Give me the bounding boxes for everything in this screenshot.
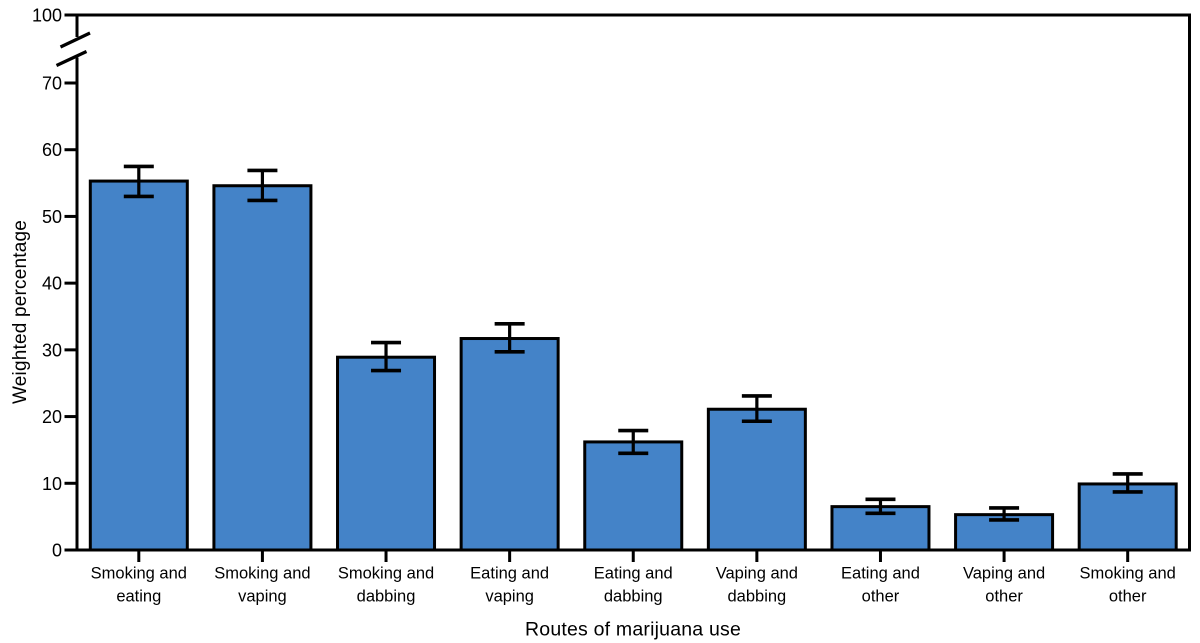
- axis-break-slash-icon: [59, 31, 91, 49]
- bar: [706, 407, 807, 552]
- y-tick-label: 10: [42, 474, 62, 494]
- y-tick-label: 50: [42, 207, 62, 227]
- y-tick-label: 60: [42, 140, 62, 160]
- x-tick-label: Vaping and dabbing: [716, 565, 798, 606]
- x-tick-label: Eating and other: [841, 565, 920, 606]
- y-tick-label: 40: [42, 274, 62, 294]
- x-tick-label: Smoking and eating: [91, 565, 187, 606]
- y-tick-label: 30: [42, 340, 62, 360]
- x-tick-label: Smoking and other: [1080, 565, 1176, 606]
- y-tick-label: 0: [52, 541, 62, 561]
- bar: [1077, 482, 1178, 552]
- x-tick-label: Smoking and dabbing: [338, 565, 434, 606]
- x-tick-label: Eating and dabbing: [594, 565, 673, 606]
- x-tick-label: Eating and vaping: [470, 565, 549, 606]
- axis-break-slash-icon: [55, 50, 88, 67]
- bar: [88, 179, 189, 552]
- y-tick-label: 100: [32, 6, 62, 26]
- y-tick-label: 20: [42, 407, 62, 427]
- y-axis-title: Weighted percentage: [10, 219, 31, 405]
- x-tick-label: Smoking and vaping: [214, 565, 310, 606]
- x-tick-label: Vaping and other: [963, 565, 1045, 606]
- x-axis-title: Routes of marijuana use: [525, 618, 741, 641]
- bar: [459, 337, 560, 552]
- y-tick-label: 70: [42, 74, 62, 94]
- bar: [336, 355, 437, 552]
- bar: [583, 440, 684, 552]
- bar: [212, 184, 313, 552]
